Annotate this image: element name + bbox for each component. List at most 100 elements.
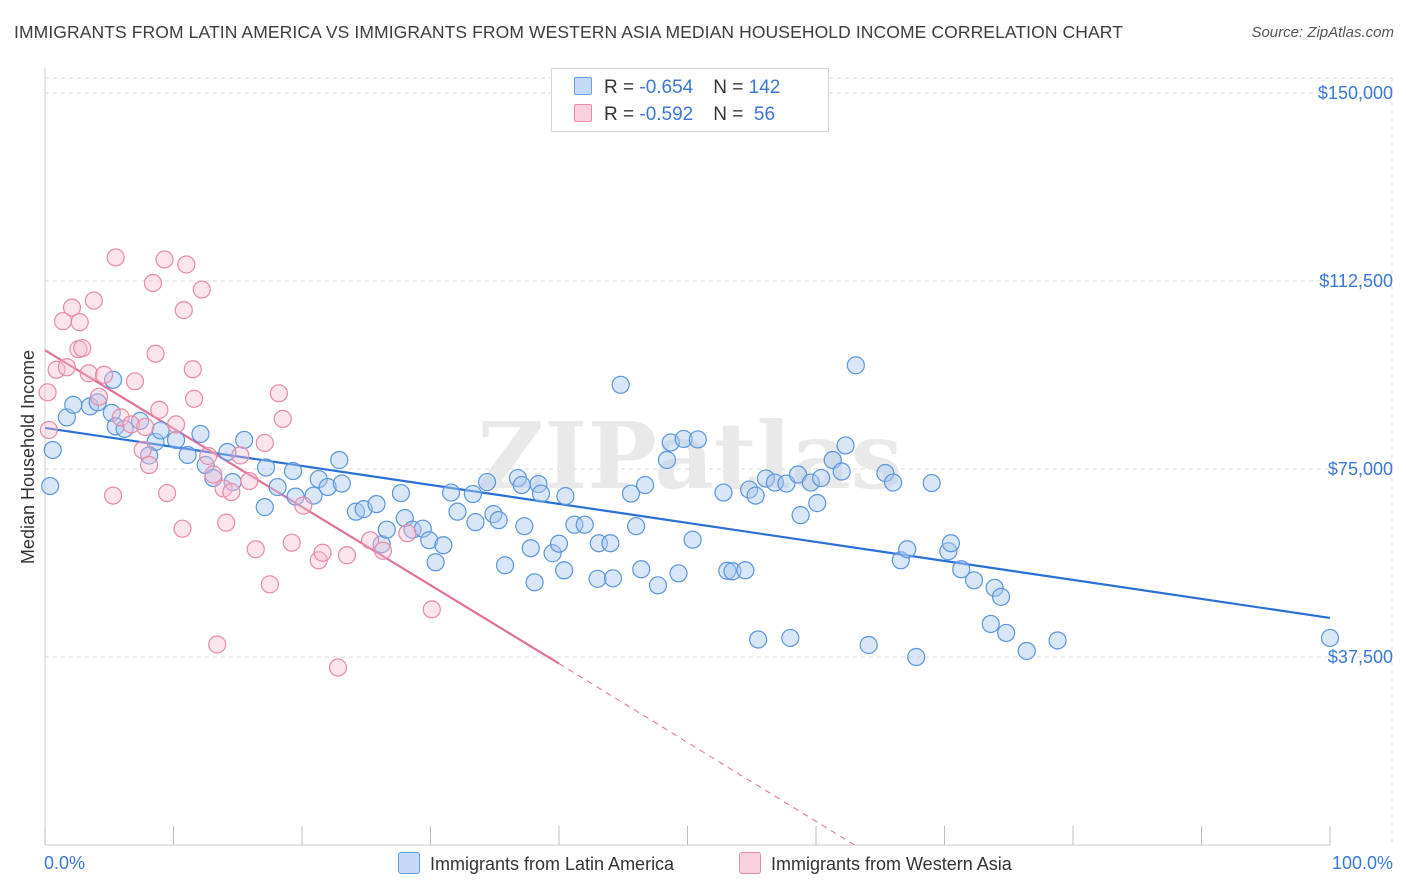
point-latin-america <box>420 531 439 550</box>
point-western-asia <box>273 409 292 428</box>
bottom-legend-latin-america: Immigrants from Latin America <box>398 852 674 875</box>
point-latin-america <box>283 461 303 481</box>
point-western-asia <box>231 446 250 465</box>
point-western-asia <box>39 420 58 440</box>
point-western-asia <box>106 248 125 267</box>
point-latin-america <box>846 356 865 375</box>
point-western-asia <box>328 658 348 677</box>
bottom-legend-label: Immigrants from Western Asia <box>771 854 1012 874</box>
point-latin-america <box>669 564 688 583</box>
bottom-legend-western-asia: Immigrants from Western Asia <box>739 852 1012 875</box>
point-latin-america <box>808 494 827 513</box>
point-latin-america <box>255 498 274 517</box>
point-latin-america <box>883 473 903 492</box>
point-latin-america <box>898 540 917 559</box>
point-western-asia <box>157 483 177 503</box>
point-western-asia <box>62 298 82 317</box>
point-latin-america <box>832 462 851 481</box>
point-latin-america <box>749 630 768 649</box>
point-western-asia <box>398 524 417 543</box>
point-latin-america <box>648 576 668 595</box>
point-latin-america <box>191 424 210 444</box>
point-western-asia <box>217 513 236 532</box>
point-latin-america <box>102 403 121 422</box>
point-latin-america <box>788 465 808 484</box>
point-latin-america <box>588 569 607 588</box>
point-western-asia <box>199 446 218 466</box>
legend-n-value: 142 <box>748 77 781 98</box>
point-western-asia <box>136 417 155 437</box>
point-western-asia <box>282 533 301 552</box>
point-western-asia <box>146 344 165 363</box>
legend-n-label: N = <box>713 77 749 98</box>
legend-n-label: N = <box>713 104 749 125</box>
point-latin-america <box>330 450 349 470</box>
point-western-asia <box>208 635 227 654</box>
bottom-legend-label: Immigrants from Latin America <box>430 854 675 874</box>
point-latin-america <box>657 450 677 470</box>
point-western-asia <box>89 387 109 406</box>
bottom-legend-swatch-pink <box>739 852 761 874</box>
point-latin-america <box>964 571 984 590</box>
point-latin-america <box>178 445 197 465</box>
point-latin-america <box>466 513 485 532</box>
point-latin-america <box>448 502 467 521</box>
legend-swatch-blue <box>574 77 592 95</box>
point-western-asia <box>95 365 114 384</box>
point-latin-america <box>556 486 575 506</box>
point-latin-america <box>626 517 646 536</box>
point-latin-america <box>1320 628 1340 648</box>
point-latin-america <box>781 628 800 648</box>
point-latin-america <box>268 477 287 497</box>
point-latin-america <box>463 484 483 504</box>
y-tick-label: $37,500 <box>1328 647 1393 667</box>
point-latin-america <box>332 474 351 493</box>
point-latin-america <box>756 469 775 488</box>
point-western-asia <box>361 531 380 550</box>
point-latin-america <box>736 561 755 580</box>
point-latin-america <box>801 473 820 492</box>
point-latin-america <box>981 614 1000 634</box>
point-latin-america <box>611 375 630 394</box>
source-label: Source: ZipAtlas.com <box>1251 24 1394 41</box>
point-latin-america <box>635 475 655 495</box>
point-latin-america <box>521 539 540 558</box>
trend-line-western-asia <box>44 349 560 665</box>
point-latin-america <box>151 421 170 440</box>
chart-title: IMMIGRANTS FROM LATIN AMERICA VS IMMIGRA… <box>14 22 1124 42</box>
point-latin-america <box>601 534 620 553</box>
point-latin-america <box>256 458 276 477</box>
point-western-asia <box>155 250 174 269</box>
point-western-asia <box>183 360 202 379</box>
point-western-asia <box>133 440 152 460</box>
point-latin-america <box>565 515 584 534</box>
point-western-asia <box>38 383 57 402</box>
point-latin-america <box>477 472 497 492</box>
point-western-asia <box>174 301 193 320</box>
point-latin-america <box>714 483 733 502</box>
point-latin-america <box>43 440 62 460</box>
y-tick-label: $150,000 <box>1318 83 1393 103</box>
point-western-asia <box>177 255 196 274</box>
point-western-asia <box>84 291 103 310</box>
point-latin-america <box>791 506 810 525</box>
point-western-asia <box>260 575 279 594</box>
point-western-asia <box>139 455 159 475</box>
x-tick-label-start: 0.0% <box>44 853 85 873</box>
point-latin-america <box>991 587 1011 606</box>
point-latin-america <box>632 560 651 579</box>
point-latin-america <box>235 430 254 450</box>
trend-lines <box>44 349 1331 846</box>
point-western-asia <box>337 546 357 565</box>
point-western-asia <box>166 415 186 434</box>
point-western-asia <box>313 543 332 562</box>
point-latin-america <box>621 484 641 503</box>
point-latin-america <box>746 486 765 505</box>
point-latin-america <box>718 561 737 580</box>
point-western-asia <box>192 280 211 299</box>
point-latin-america <box>859 635 878 655</box>
point-latin-america <box>549 534 569 553</box>
y-tick-label: $112,500 <box>1319 271 1393 291</box>
legend-row-latin-america: R = -0.654 N = 142 <box>574 77 780 99</box>
